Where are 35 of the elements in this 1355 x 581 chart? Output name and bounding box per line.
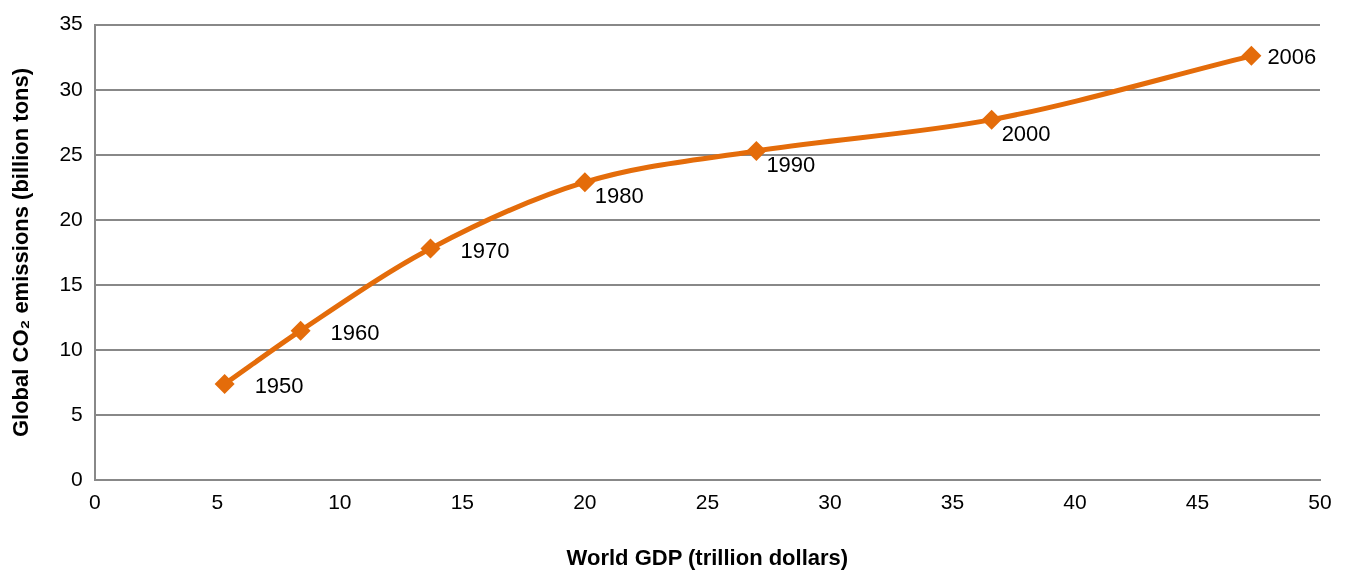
- annotation: 1950: [254, 373, 304, 399]
- point: [290, 320, 311, 341]
- y-tick-label: 10: [59, 336, 83, 360]
- y-tick-label: 30: [59, 76, 83, 100]
- point: [420, 238, 441, 259]
- y-tick-label: 35: [59, 11, 83, 35]
- annotation: 2006: [1267, 43, 1317, 69]
- y-tick-label: 15: [59, 271, 83, 295]
- y-axis-title: Global CO₂ emissions (billion tons): [8, 67, 34, 438]
- x-tick-label: 20: [573, 489, 597, 513]
- point: [746, 140, 767, 161]
- x-tick-label: 30: [818, 489, 842, 513]
- y-tick-label: 20: [59, 206, 83, 230]
- point: [574, 172, 595, 193]
- y-tick-label: 0: [71, 467, 83, 491]
- x-tick-label: 10: [328, 489, 352, 513]
- annotation: 2000: [1001, 120, 1051, 146]
- annotation: 1960: [330, 319, 380, 345]
- point: [214, 374, 235, 395]
- y-tick-label: 5: [71, 402, 83, 426]
- x-tick-label: 15: [450, 489, 475, 513]
- annotation: 1990: [766, 151, 816, 177]
- annotation: 1980: [594, 183, 644, 209]
- x-tick-label: 25: [695, 489, 720, 513]
- x-tick-label: 5: [211, 489, 224, 513]
- x-tick-label: 50: [1308, 489, 1332, 513]
- x-axis-title: World GDP (trillion dollars): [566, 544, 849, 570]
- point: [1241, 45, 1262, 66]
- x-tick-label: 35: [940, 489, 965, 513]
- point: [981, 109, 1002, 130]
- x-tick-label: 45: [1185, 489, 1210, 513]
- x-tick-label: 40: [1063, 489, 1087, 513]
- annotation: 1970: [460, 237, 510, 263]
- y-tick-label: 25: [59, 141, 83, 165]
- x-tick-label: 0: [88, 489, 101, 513]
